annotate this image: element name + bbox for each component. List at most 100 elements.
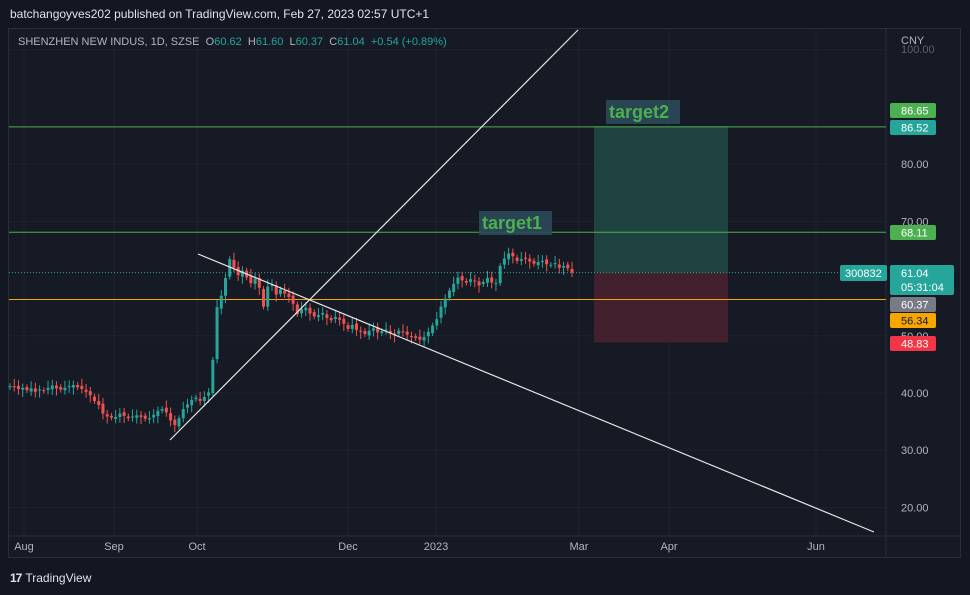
profit-zone bbox=[594, 126, 728, 273]
candle-body bbox=[291, 295, 295, 304]
candle-body bbox=[498, 266, 502, 284]
candle-body bbox=[177, 418, 181, 427]
candle-body bbox=[287, 293, 291, 297]
candle-body bbox=[524, 257, 528, 259]
candle-body bbox=[16, 385, 20, 389]
annotation-target1: target1 bbox=[482, 213, 542, 233]
x-tick-label: Sep bbox=[104, 541, 124, 553]
candle-body bbox=[397, 330, 401, 334]
candle-body bbox=[232, 259, 236, 268]
low-label: L bbox=[289, 36, 296, 48]
high-label: H bbox=[247, 36, 256, 48]
candle-body bbox=[88, 391, 92, 396]
candle-body bbox=[532, 260, 536, 264]
candle-body bbox=[21, 387, 25, 390]
candle-body bbox=[147, 418, 151, 420]
candle-body bbox=[384, 329, 388, 331]
candle-body bbox=[126, 416, 130, 419]
candle-body bbox=[181, 409, 185, 419]
candle-body bbox=[557, 264, 561, 268]
candle-body bbox=[274, 285, 278, 295]
candle-body bbox=[131, 416, 135, 418]
candle-body bbox=[101, 403, 105, 414]
candle-body bbox=[452, 283, 456, 292]
price-badge-label: 86.52 bbox=[901, 123, 929, 135]
candle-body bbox=[198, 398, 202, 402]
footer bbox=[0, 558, 970, 595]
tradingview-logo[interactable]: 17 TradingView bbox=[10, 571, 91, 585]
candle-body bbox=[38, 389, 42, 391]
candle-body bbox=[139, 415, 143, 418]
candle-body bbox=[76, 384, 80, 388]
candle-body bbox=[135, 415, 139, 418]
candle-body bbox=[338, 317, 342, 320]
candle-body bbox=[12, 386, 16, 388]
candle-body bbox=[42, 390, 46, 392]
candle-body bbox=[202, 397, 206, 402]
candle-body bbox=[566, 264, 570, 269]
candle-body bbox=[185, 404, 189, 408]
candle-body bbox=[59, 387, 63, 390]
close-value: 61.04 bbox=[337, 36, 365, 48]
candle-body bbox=[528, 258, 532, 262]
candle-body bbox=[63, 387, 67, 391]
candle-body bbox=[253, 278, 257, 284]
price-badge-label: 48.83 bbox=[901, 339, 929, 351]
candle-body bbox=[122, 412, 126, 416]
candle-body bbox=[25, 387, 29, 391]
annotation-target2: target2 bbox=[609, 102, 669, 122]
tradingview-brand: TradingView bbox=[25, 571, 92, 585]
candle-body bbox=[447, 290, 451, 298]
candle-body bbox=[29, 388, 33, 392]
y-tick-label: 20.00 bbox=[901, 502, 929, 514]
candle-body bbox=[342, 319, 346, 324]
candle-body bbox=[540, 260, 544, 263]
candle-body bbox=[405, 331, 409, 335]
candle-body bbox=[152, 414, 156, 418]
candle-body bbox=[401, 331, 405, 333]
price-badge bbox=[890, 225, 936, 240]
chart-frame[interactable] bbox=[8, 28, 961, 558]
candle-body bbox=[485, 278, 489, 283]
low-value: 60.37 bbox=[295, 36, 324, 48]
candle-body bbox=[376, 326, 380, 333]
candle-body bbox=[477, 281, 481, 286]
price-badge bbox=[890, 297, 936, 312]
candle-body bbox=[439, 306, 443, 318]
publisher-line: batchangoyves202 published on TradingVie… bbox=[10, 7, 430, 21]
candle-body bbox=[570, 268, 574, 273]
candle-body bbox=[266, 286, 270, 307]
candle-body bbox=[54, 385, 58, 389]
loss-zone bbox=[594, 272, 728, 343]
candle-body bbox=[515, 257, 519, 261]
price-badge-label: 56.34 bbox=[901, 316, 929, 328]
candle-body bbox=[308, 307, 312, 314]
candle-body bbox=[93, 396, 97, 402]
candle-body bbox=[173, 419, 177, 426]
x-tick-label: Dec bbox=[338, 541, 358, 553]
candle-body bbox=[325, 314, 329, 319]
candle-body bbox=[502, 258, 506, 265]
x-tick-label: Oct bbox=[188, 541, 205, 553]
candle-body bbox=[549, 264, 553, 266]
symbol-name: SHENZHEN NEW INDUS, 1D, SZSE bbox=[18, 36, 200, 48]
candle-body bbox=[169, 413, 173, 421]
candle-body bbox=[553, 263, 557, 265]
symbol-legend: SHENZHEN NEW INDUS, 1D, SZSE O60.62 H61.… bbox=[18, 36, 447, 48]
open-label: O bbox=[205, 36, 215, 48]
candle-body bbox=[562, 266, 566, 268]
candle-body bbox=[270, 284, 274, 286]
candle-body bbox=[380, 331, 384, 334]
candle-body bbox=[211, 359, 215, 394]
y-tick-label: 30.00 bbox=[901, 445, 929, 457]
tradingview-mark-icon: 17 bbox=[10, 571, 22, 585]
price-badge-label: 86.65 bbox=[901, 106, 929, 118]
candle-body bbox=[312, 312, 316, 317]
y-tick-label: 40.00 bbox=[901, 388, 929, 400]
candle-body bbox=[84, 389, 88, 392]
x-tick-label: Mar bbox=[570, 541, 589, 553]
candle-body bbox=[431, 325, 435, 334]
annotation-bg bbox=[606, 100, 680, 124]
candle-body bbox=[359, 330, 363, 332]
